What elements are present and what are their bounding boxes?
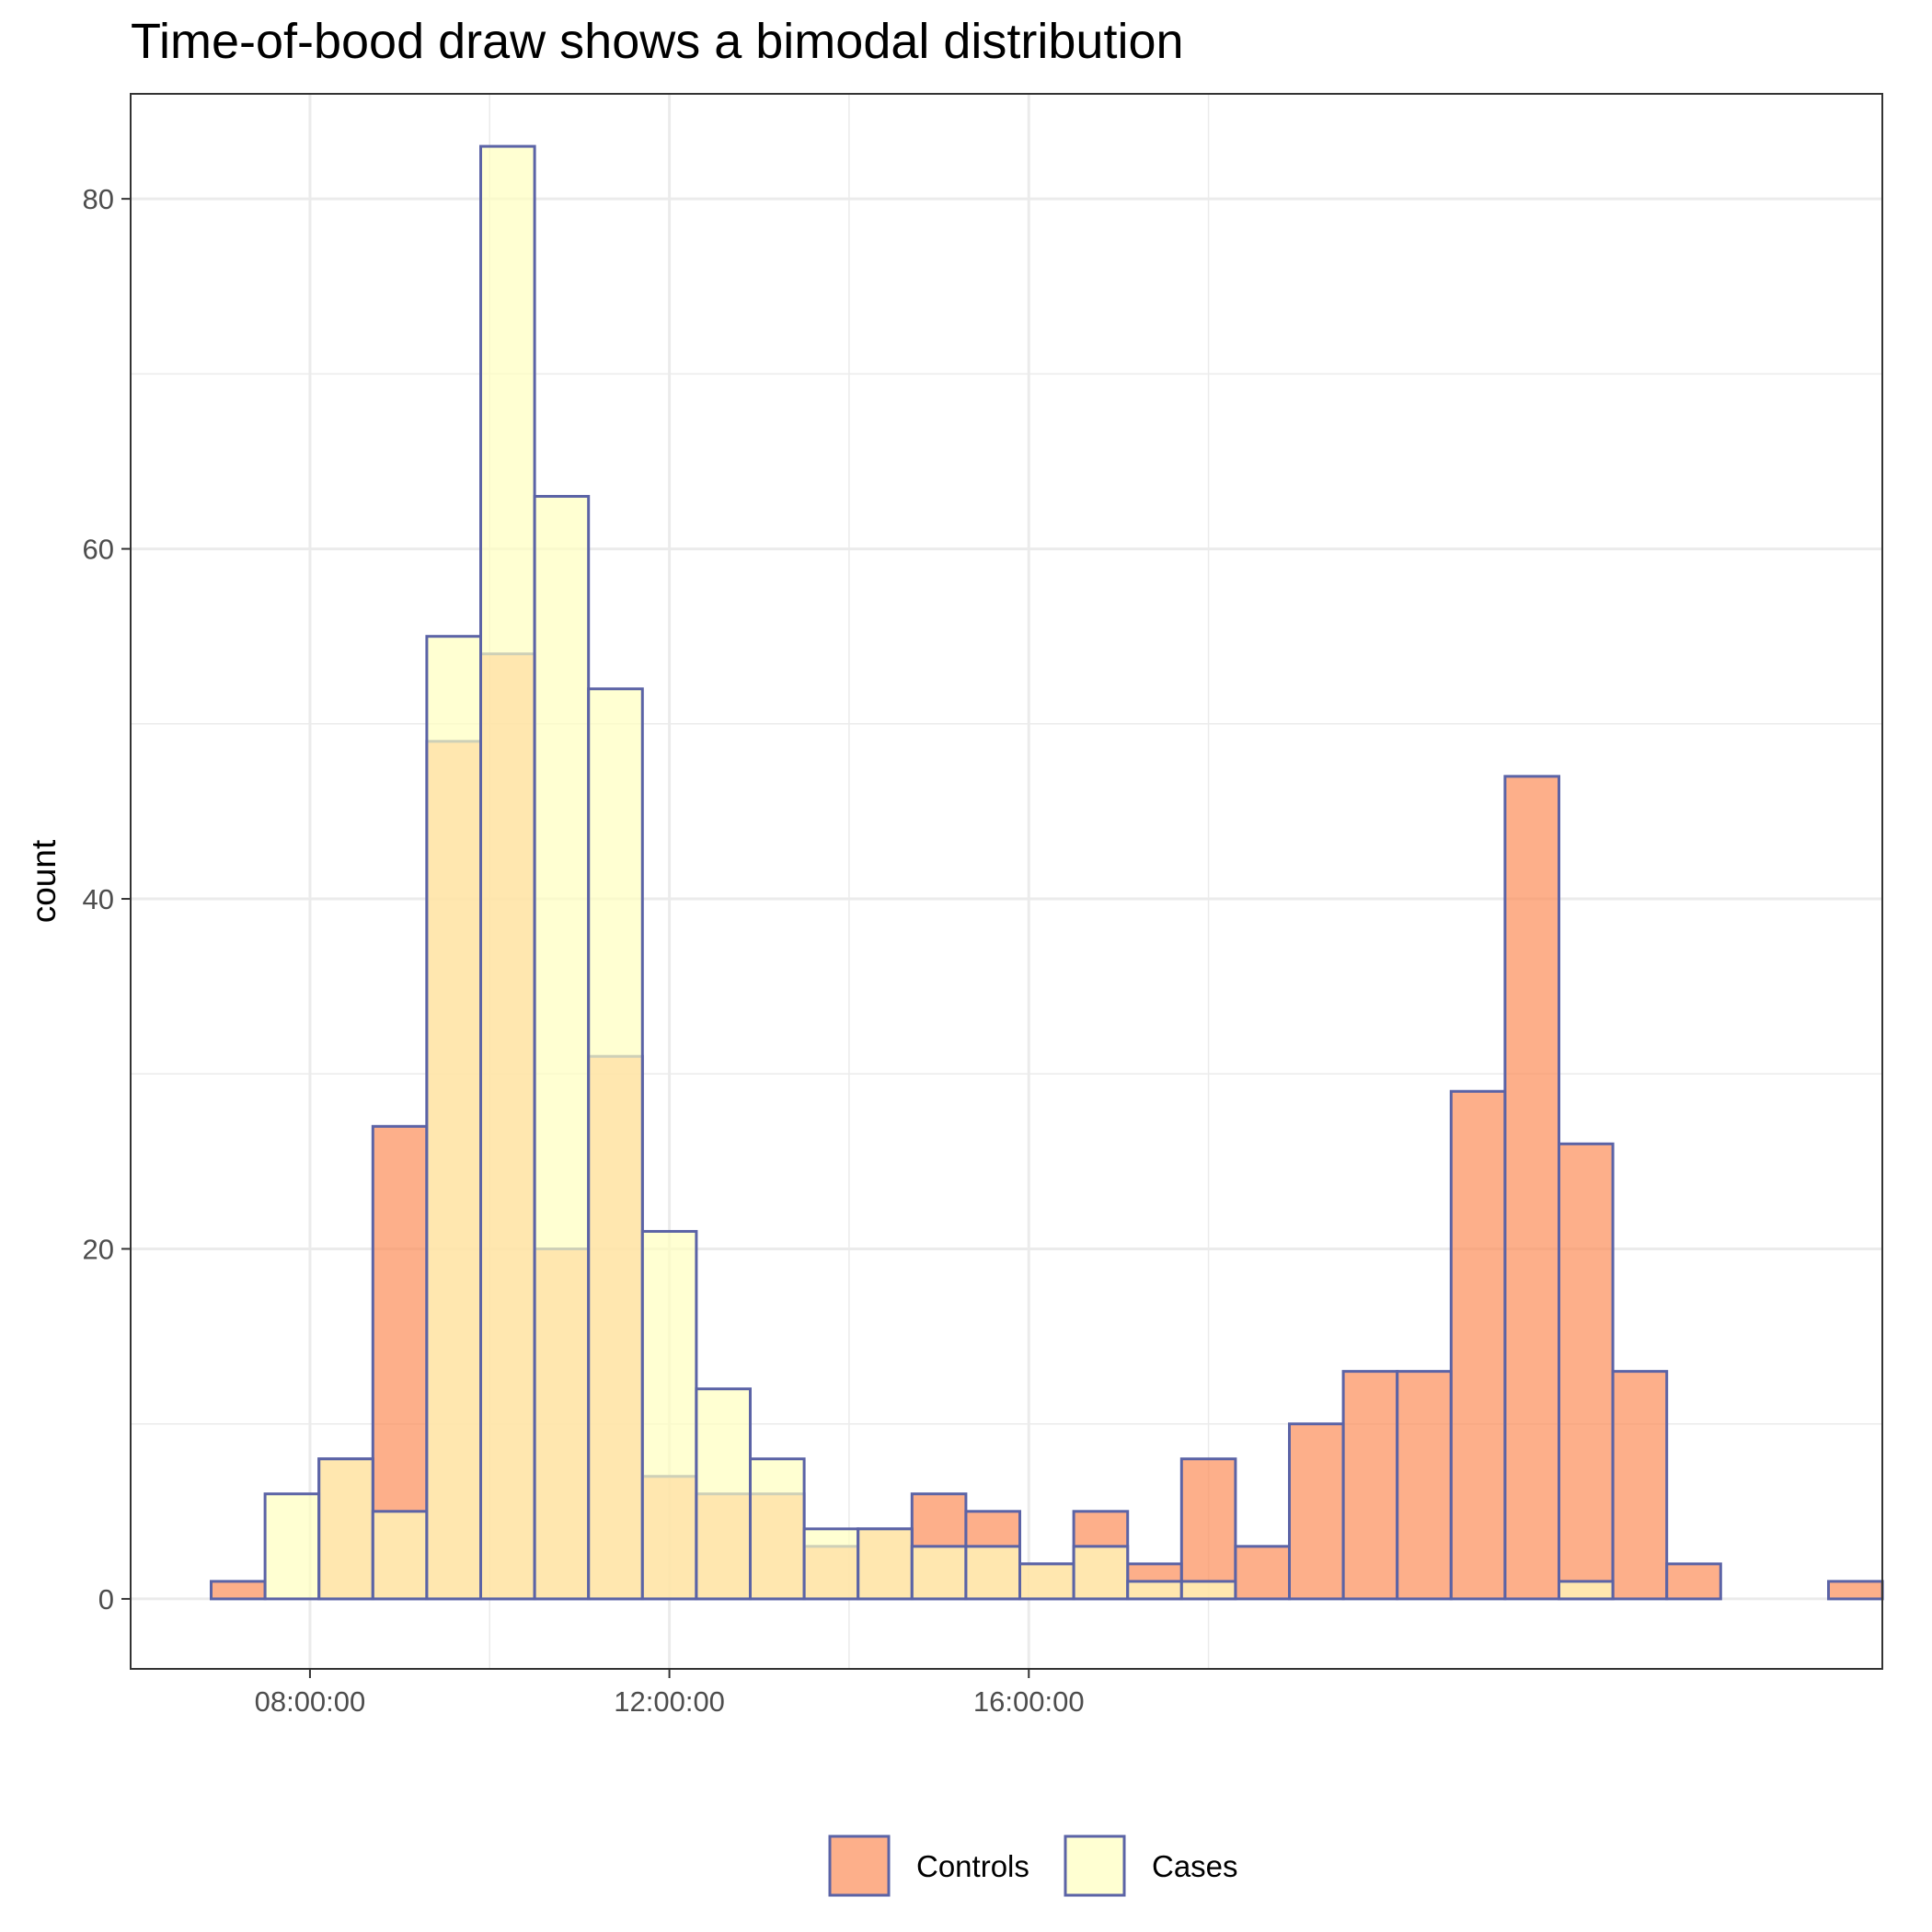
y-tick-label: 20: [83, 1233, 114, 1265]
controls-bar: [210, 1580, 267, 1601]
controls-bar: [1611, 1370, 1669, 1601]
cases-bar: [857, 1527, 914, 1601]
legend: Controls Cases: [828, 1834, 1238, 1897]
controls-bar: [1288, 1422, 1345, 1601]
x-tick-label: 12:00:00: [614, 1685, 725, 1718]
y-tick-label: 60: [83, 534, 114, 566]
cases-bar: [1558, 1580, 1615, 1601]
y-tick-label: 0: [98, 1583, 114, 1616]
cases-bar: [533, 495, 591, 1601]
controls-bar: [1503, 775, 1561, 1601]
y-tick-label: 80: [83, 183, 114, 215]
cases-bar: [371, 1510, 429, 1601]
cases-bar: [1179, 1580, 1237, 1601]
legend-label-controls: Controls: [916, 1849, 1029, 1883]
legend-label-cases: Cases: [1152, 1849, 1238, 1883]
controls-bar: [1396, 1370, 1453, 1601]
cases-bar: [802, 1527, 860, 1601]
y-tick-label: 40: [83, 883, 114, 915]
y-axis-title: count: [25, 839, 63, 923]
legend-swatch-controls: [828, 1834, 891, 1897]
cases-bar: [964, 1545, 1022, 1601]
controls-bar: [1827, 1580, 1884, 1601]
x-axis: 08:00:00 12:00:00 16:00:00: [255, 1669, 1085, 1718]
controls-bar: [1234, 1545, 1292, 1601]
cases-bar: [317, 1457, 374, 1601]
cases-bar: [1018, 1562, 1075, 1601]
controls-bar: [1341, 1370, 1399, 1601]
cases-bar: [479, 144, 536, 1601]
controls-bar: [1449, 1089, 1507, 1601]
cases-bar: [425, 635, 482, 1601]
legend-swatch-cases: [1064, 1834, 1126, 1897]
cases-bar: [1072, 1545, 1130, 1601]
cases-bar: [640, 1229, 698, 1601]
cases-bar: [749, 1457, 806, 1601]
x-tick-label: 08:00:00: [255, 1685, 366, 1718]
controls-bar: [1665, 1562, 1722, 1601]
cases-series: [263, 144, 1615, 1601]
y-axis: 0 20 40 60 80: [83, 183, 131, 1616]
controls-bar: [1179, 1457, 1237, 1601]
cases-bar: [910, 1545, 968, 1601]
chart-title: Time-of-bood draw shows a bimodal distri…: [131, 14, 1184, 69]
controls-bar: [1558, 1142, 1615, 1601]
panel-border: [130, 93, 1883, 1670]
x-tick-label: 16:00:00: [973, 1685, 1085, 1718]
cases-bar: [1126, 1580, 1183, 1601]
cases-bar: [263, 1492, 321, 1601]
cases-bar: [587, 687, 644, 1601]
cases-bar: [695, 1387, 753, 1601]
